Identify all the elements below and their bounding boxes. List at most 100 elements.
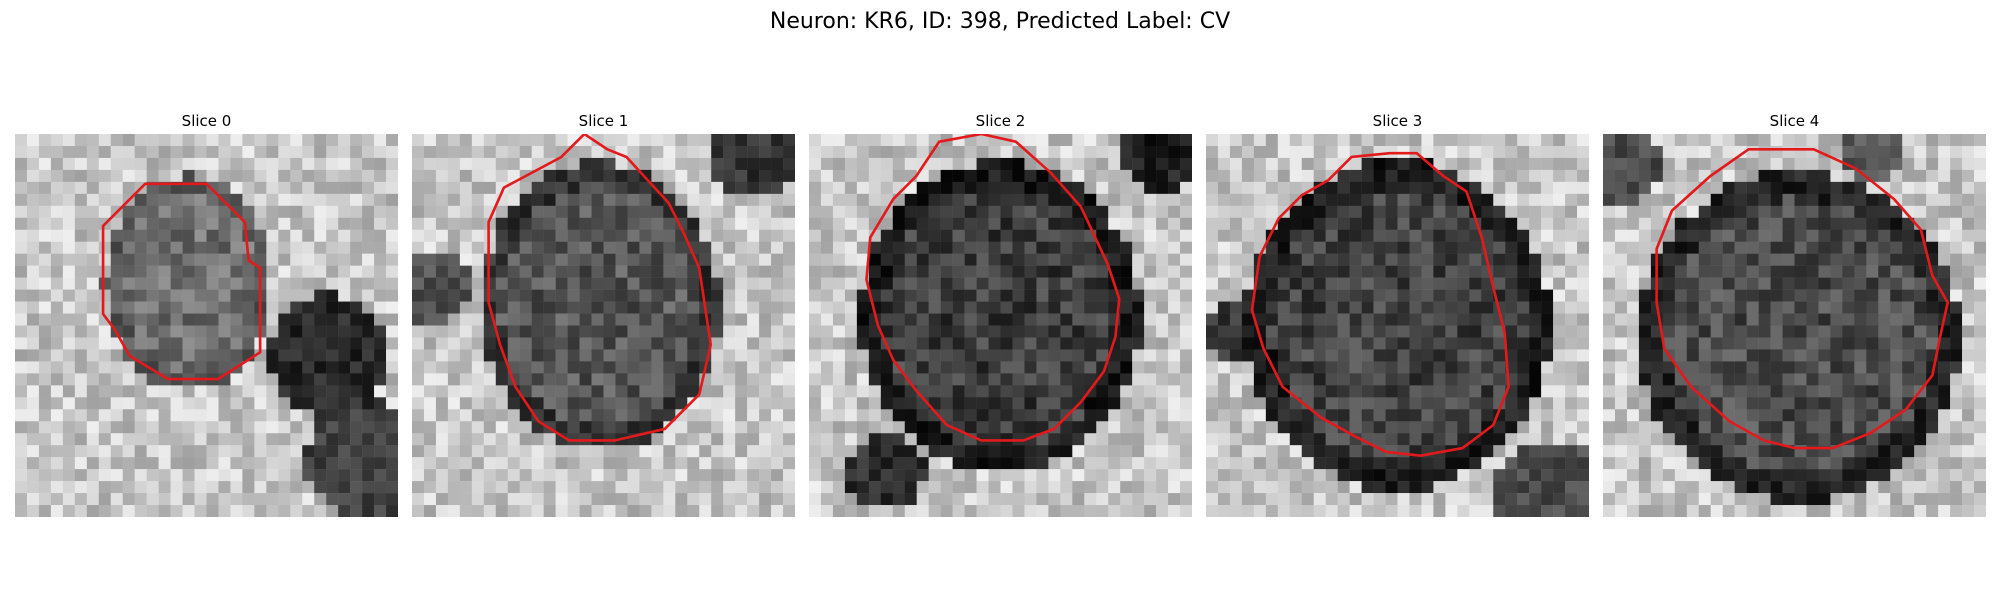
image-pixel <box>1349 445 1362 458</box>
image-pixel <box>663 397 676 410</box>
image-pixel <box>62 445 76 458</box>
image-pixel <box>820 145 834 159</box>
image-pixel <box>904 241 917 254</box>
image-pixel <box>1060 373 1073 386</box>
image-pixel <box>1818 325 1831 338</box>
image-pixel <box>711 337 724 350</box>
image-pixel <box>1457 325 1470 338</box>
image-pixel <box>1229 385 1243 398</box>
image-pixel <box>1108 469 1121 482</box>
image-pixel <box>928 325 941 338</box>
image-pixel <box>1289 229 1302 242</box>
image-pixel <box>1409 325 1422 338</box>
image-pixel <box>1325 445 1338 458</box>
image-pixel <box>278 134 291 147</box>
image-pixel <box>1505 397 1518 410</box>
image-pixel <box>1144 421 1157 434</box>
image-pixel <box>230 134 243 147</box>
image-pixel <box>412 397 425 410</box>
image-pixel <box>38 433 52 446</box>
image-pixel <box>1541 145 1554 159</box>
image-pixel <box>1313 253 1326 266</box>
image-pixel <box>531 217 544 230</box>
image-pixel <box>904 373 917 386</box>
image-pixel <box>218 145 231 159</box>
image-pixel <box>62 337 76 350</box>
image-pixel <box>1373 289 1386 302</box>
image-pixel <box>1698 337 1711 350</box>
image-pixel <box>314 481 327 494</box>
image-pixel <box>1782 373 1795 386</box>
image-pixel <box>1265 373 1279 386</box>
image-pixel <box>423 145 437 159</box>
image-pixel <box>519 241 532 254</box>
image-pixel <box>627 373 640 386</box>
image-pixel <box>868 241 882 254</box>
image-pixel <box>1553 134 1566 147</box>
image-pixel <box>699 145 712 159</box>
image-pixel <box>1361 301 1374 314</box>
image-pixel <box>1385 493 1398 506</box>
image-pixel <box>182 265 195 278</box>
image-pixel <box>194 241 207 254</box>
image-pixel <box>412 337 425 350</box>
image-pixel <box>1722 265 1735 278</box>
image-pixel <box>1325 217 1338 230</box>
image-pixel <box>1674 313 1688 326</box>
image-pixel <box>218 301 231 314</box>
image-pixel <box>350 493 363 506</box>
image-pixel <box>1746 169 1759 183</box>
image-pixel <box>326 421 339 434</box>
image-pixel <box>735 349 748 362</box>
image-pixel <box>50 325 64 338</box>
image-pixel <box>1349 289 1362 302</box>
image-pixel <box>976 481 989 494</box>
image-pixel <box>134 241 147 254</box>
image-pixel <box>663 361 676 374</box>
image-pixel <box>1313 169 1326 183</box>
image-pixel <box>1914 373 1927 386</box>
image-pixel <box>1241 277 1255 290</box>
image-pixel <box>1206 397 1219 410</box>
image-pixel <box>1361 349 1374 362</box>
image-pixel <box>555 457 568 470</box>
image-pixel <box>832 421 846 434</box>
image-pixel <box>1710 241 1723 254</box>
image-pixel <box>1060 277 1073 290</box>
image-pixel <box>1217 217 1231 230</box>
image-pixel <box>1084 469 1097 482</box>
image-pixel <box>1373 277 1386 290</box>
image-pixel <box>362 253 375 266</box>
image-pixel <box>1325 134 1338 147</box>
image-pixel <box>230 169 243 183</box>
image-pixel <box>1036 397 1049 410</box>
image-pixel <box>1144 481 1157 494</box>
image-pixel <box>1361 169 1374 183</box>
image-pixel <box>1241 253 1255 266</box>
image-pixel <box>1782 277 1795 290</box>
image-pixel <box>1217 157 1231 171</box>
image-pixel <box>182 229 195 242</box>
image-pixel <box>302 145 315 159</box>
image-pixel <box>1638 337 1652 350</box>
image-pixel <box>1385 301 1398 314</box>
image-pixel <box>1782 205 1795 219</box>
image-pixel <box>1626 325 1640 338</box>
image-pixel <box>844 157 858 171</box>
image-pixel <box>687 181 700 195</box>
image-pixel <box>916 193 929 207</box>
image-pixel <box>771 193 784 207</box>
image-pixel <box>1241 385 1255 398</box>
image-pixel <box>1481 217 1494 230</box>
image-pixel <box>1301 433 1314 446</box>
image-pixel <box>326 469 339 482</box>
image-pixel <box>868 505 882 517</box>
image-pixel <box>1603 277 1616 290</box>
image-pixel <box>447 289 461 302</box>
image-pixel <box>338 169 351 183</box>
image-pixel <box>158 469 171 482</box>
image-pixel <box>110 469 123 482</box>
image-pixel <box>362 457 375 470</box>
image-pixel <box>1241 325 1255 338</box>
image-pixel <box>1060 134 1073 147</box>
